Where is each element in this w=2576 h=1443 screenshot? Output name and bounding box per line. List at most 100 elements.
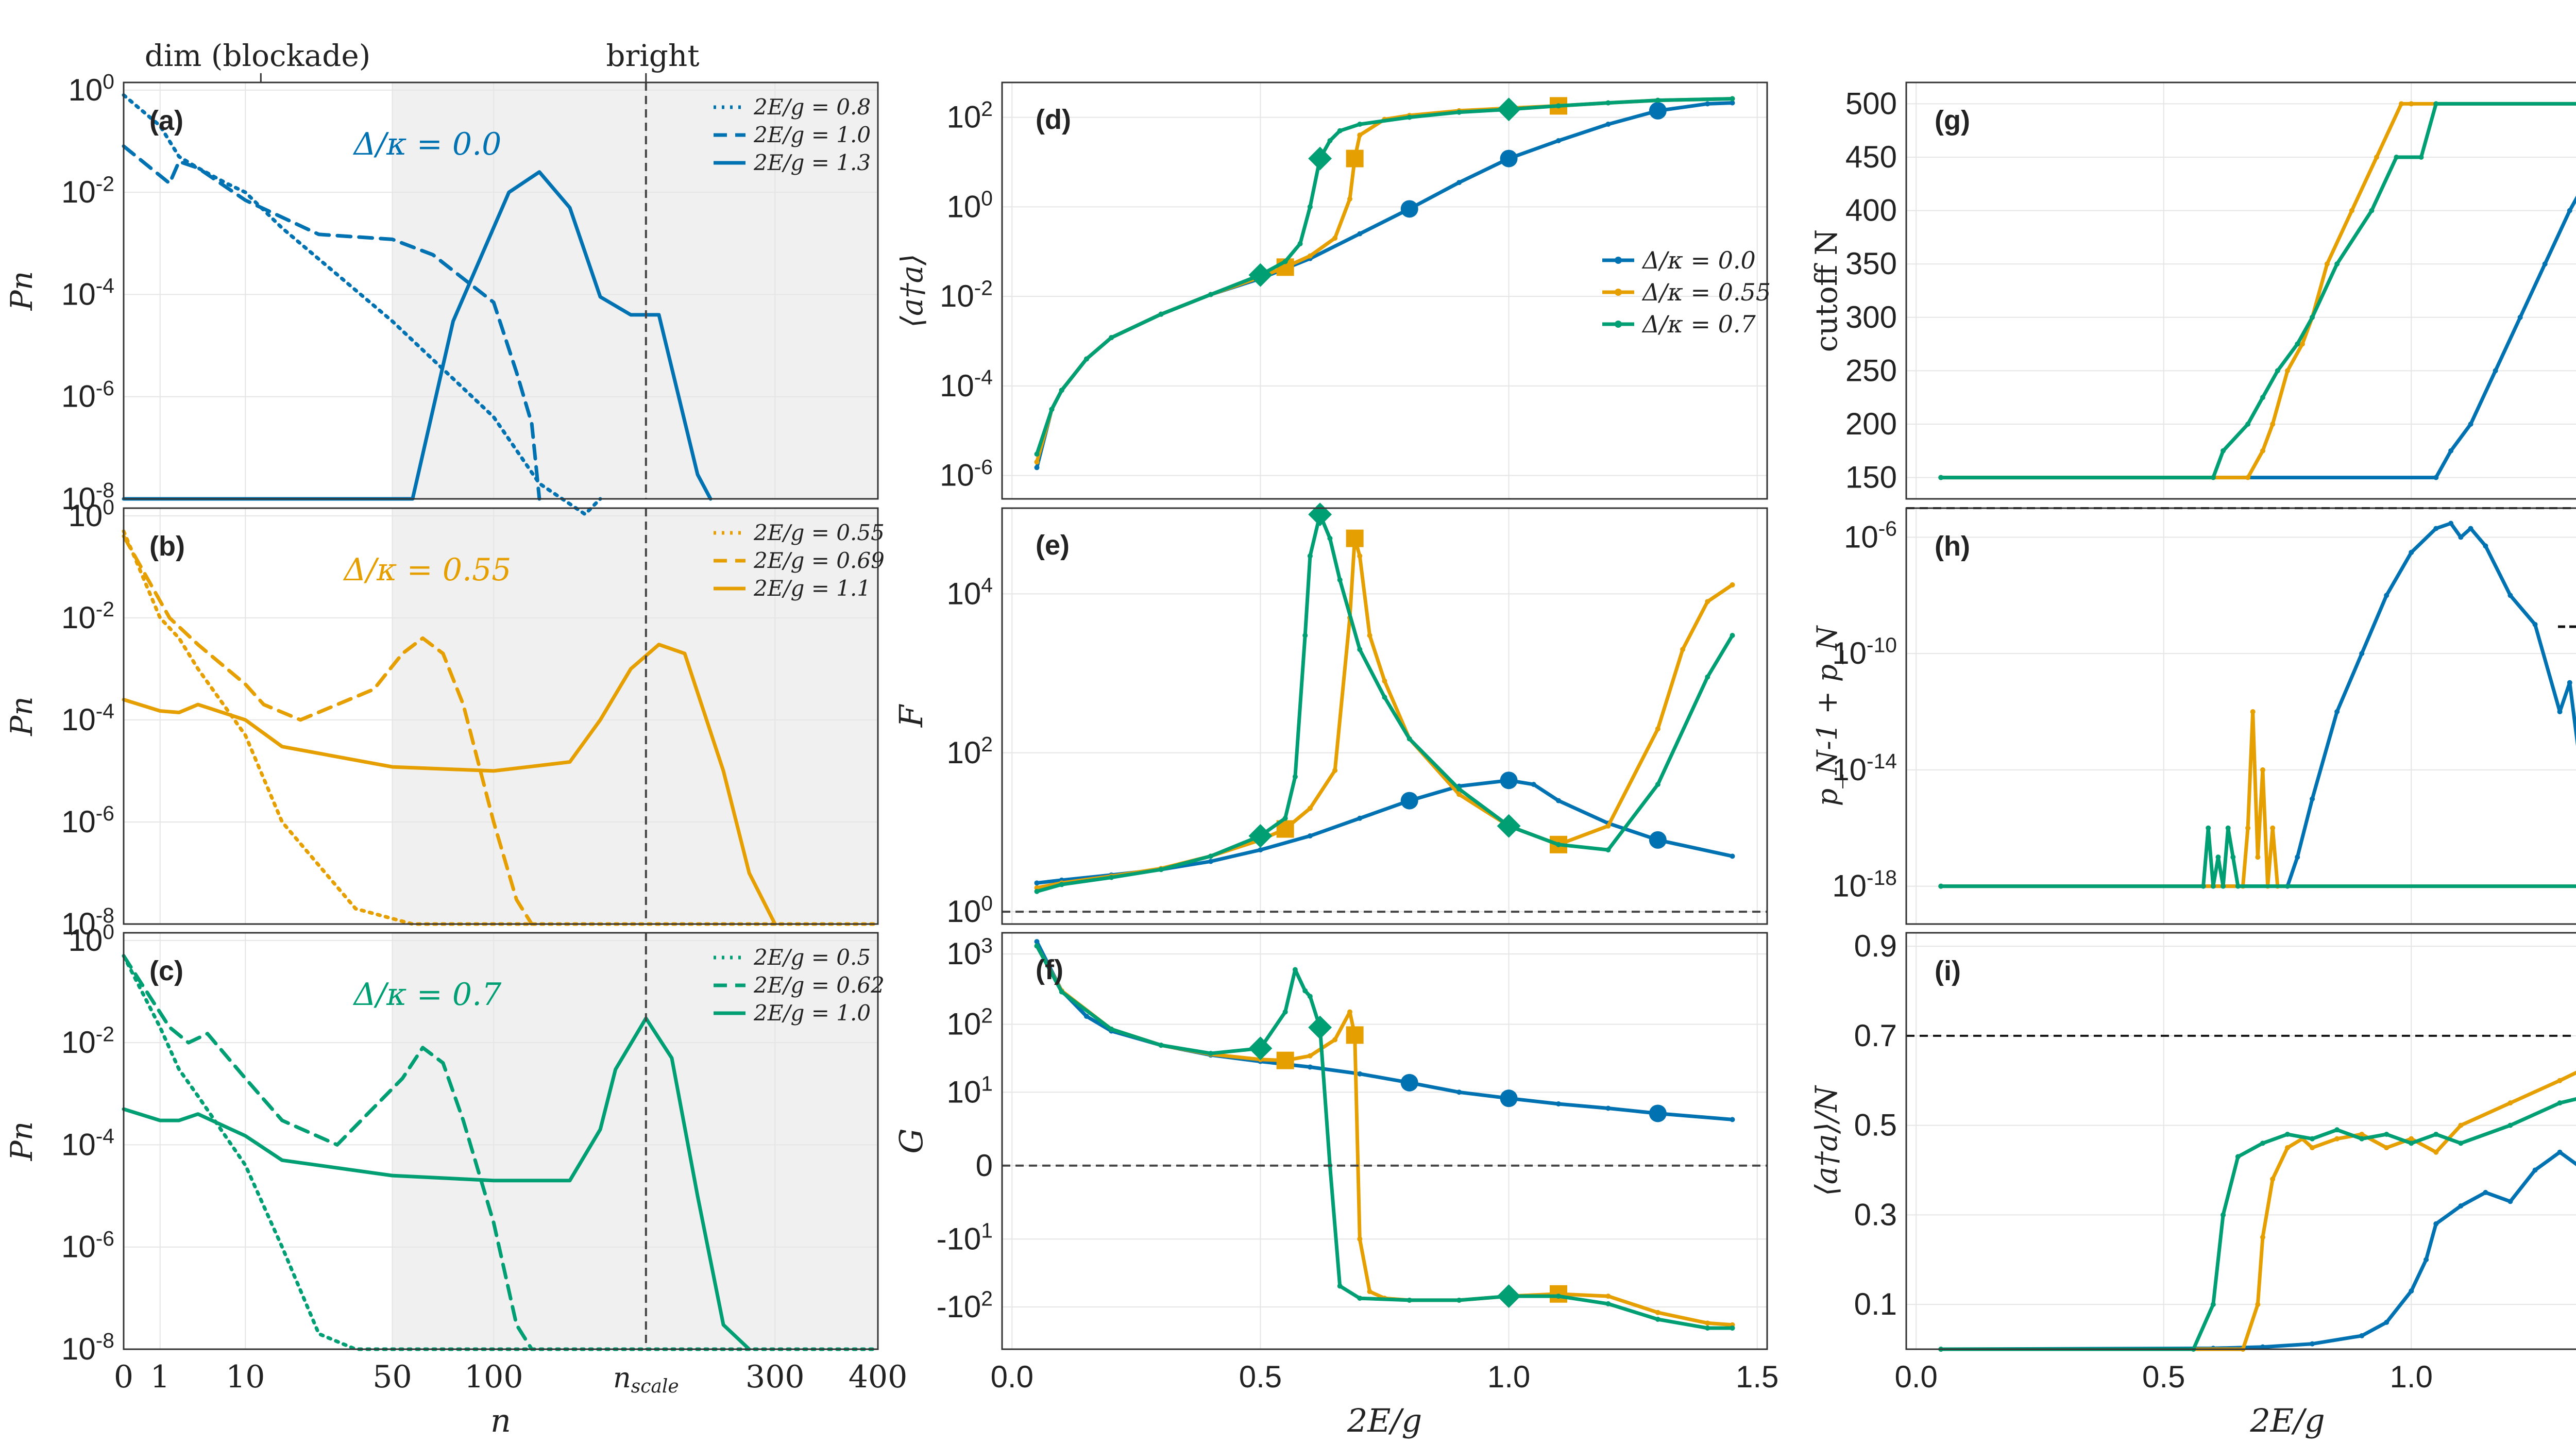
series-point (1208, 853, 1213, 859)
marker-square (1346, 529, 1364, 547)
panel-tag: (d) (1036, 104, 1071, 135)
panel-frame (123, 507, 879, 925)
series-point (1307, 1053, 1313, 1059)
bright-region-shade (392, 508, 878, 924)
delta-annotation: Δ/κ = 0.7 (353, 977, 502, 1013)
series-point (1730, 633, 1735, 639)
series-point (2206, 825, 2211, 831)
series-point (1337, 128, 1343, 133)
series-point (2433, 526, 2439, 531)
series-point (2324, 261, 2330, 267)
series-point (2507, 1199, 2513, 1204)
series-point (1456, 1089, 1462, 1095)
y-tick-label: 102 (947, 732, 993, 770)
series-line (1037, 778, 1733, 885)
series-point (2409, 1140, 2414, 1146)
series-point (1034, 451, 1040, 457)
y-tick-label: 10-8 (61, 478, 114, 516)
panel-frame (1905, 507, 2576, 925)
series-point (1059, 882, 1064, 887)
marker-diamond (1497, 814, 1521, 838)
series-point (2433, 1149, 2439, 1155)
series-point (1292, 774, 1298, 780)
series-point (2399, 101, 2404, 107)
series-point (2567, 208, 2572, 213)
panel-tag: (a) (149, 105, 183, 136)
y-axis-label: ⟨a†a⟩ (894, 254, 929, 327)
y-tick-label: 10-2 (61, 1022, 114, 1060)
series-point (2433, 1131, 2439, 1137)
series-point (2374, 155, 2379, 160)
marker-circle (1500, 149, 1518, 167)
series-point (2270, 1176, 2276, 1182)
series-point (1034, 939, 1040, 945)
y-tick-label: 10-2 (61, 597, 114, 635)
series-line (1941, 102, 2576, 480)
series-point (1705, 1325, 1710, 1331)
y-tick-label: 10-6 (1844, 517, 1897, 555)
series-line (1941, 826, 2576, 888)
series-point (2299, 341, 2305, 347)
series-point (1357, 815, 1363, 821)
y-axis-label: p_N-1 + p_N (1811, 625, 1843, 807)
series-point (1337, 1283, 1343, 1289)
series-point (1730, 100, 1735, 106)
legend-label: 2E/g = 0.8 (753, 94, 871, 120)
series-point (1357, 122, 1363, 127)
series-point (1367, 1289, 1372, 1295)
series-point (2384, 593, 2389, 598)
y-tick-label: 400 (1845, 193, 1897, 228)
legend-label: 2E/g = 0.5 (753, 945, 871, 970)
series-point (2532, 1167, 2538, 1173)
series-point (1282, 259, 1288, 264)
series-point (1406, 114, 1412, 120)
y-tick-label: 250 (1845, 353, 1897, 388)
y-tick-label: 350 (1845, 246, 1897, 281)
series-point (1307, 253, 1313, 259)
series-point (1730, 1325, 1735, 1331)
series-point (2359, 1131, 2365, 1137)
series-point (2260, 1344, 2265, 1350)
y-axis-label: Pn (4, 271, 39, 311)
panel-frame (1001, 932, 1768, 1350)
y-axis-label: Pn (4, 696, 39, 736)
x-axis-label: 2E/g (1347, 1402, 1422, 1439)
y-tick-label: 10-8 (61, 903, 114, 941)
series-point (1655, 726, 1660, 732)
panel-frame (1001, 81, 1768, 500)
y-tick-label: 10-2 (940, 276, 993, 313)
series-point (1382, 694, 1387, 700)
y-tick-label: 150 (1845, 460, 1897, 495)
series-point (2260, 767, 2265, 773)
series-point (1730, 96, 1735, 102)
series-point (1456, 180, 1462, 186)
series-point (2458, 1122, 2464, 1128)
series-point (1208, 859, 1213, 864)
series-point (2225, 825, 2231, 831)
panel-frame (1905, 81, 2576, 500)
series-point (1605, 1294, 1611, 1299)
x-tick-label: 1.5 (1736, 1360, 1778, 1394)
series-point (1208, 1051, 1213, 1056)
series-point (2285, 368, 2290, 374)
series-point (2418, 155, 2424, 160)
series-point (1302, 988, 1308, 994)
series-point (1109, 335, 1114, 341)
series-point (2334, 1127, 2340, 1133)
series-point (1357, 132, 1363, 138)
y-tick-label: -102 (937, 1286, 993, 1324)
series-point (1292, 967, 1298, 972)
series-point (2557, 1100, 2563, 1106)
y-tick-label: 100 (69, 920, 114, 958)
x-axis-label: n (490, 1402, 511, 1439)
panel-tag: (i) (1935, 955, 1961, 986)
panel-frame (123, 932, 879, 1350)
series-point (2270, 421, 2276, 427)
y-tick-label: 100 (69, 495, 114, 533)
series-point (1605, 122, 1611, 127)
series-point (2235, 1154, 2241, 1160)
series-point (1282, 1009, 1288, 1015)
legend-label: 2E/g = 1.0 (753, 1000, 871, 1026)
y-tick-label: -101 (937, 1218, 993, 1256)
x-axis-label: 2E/g (2249, 1402, 2325, 1439)
